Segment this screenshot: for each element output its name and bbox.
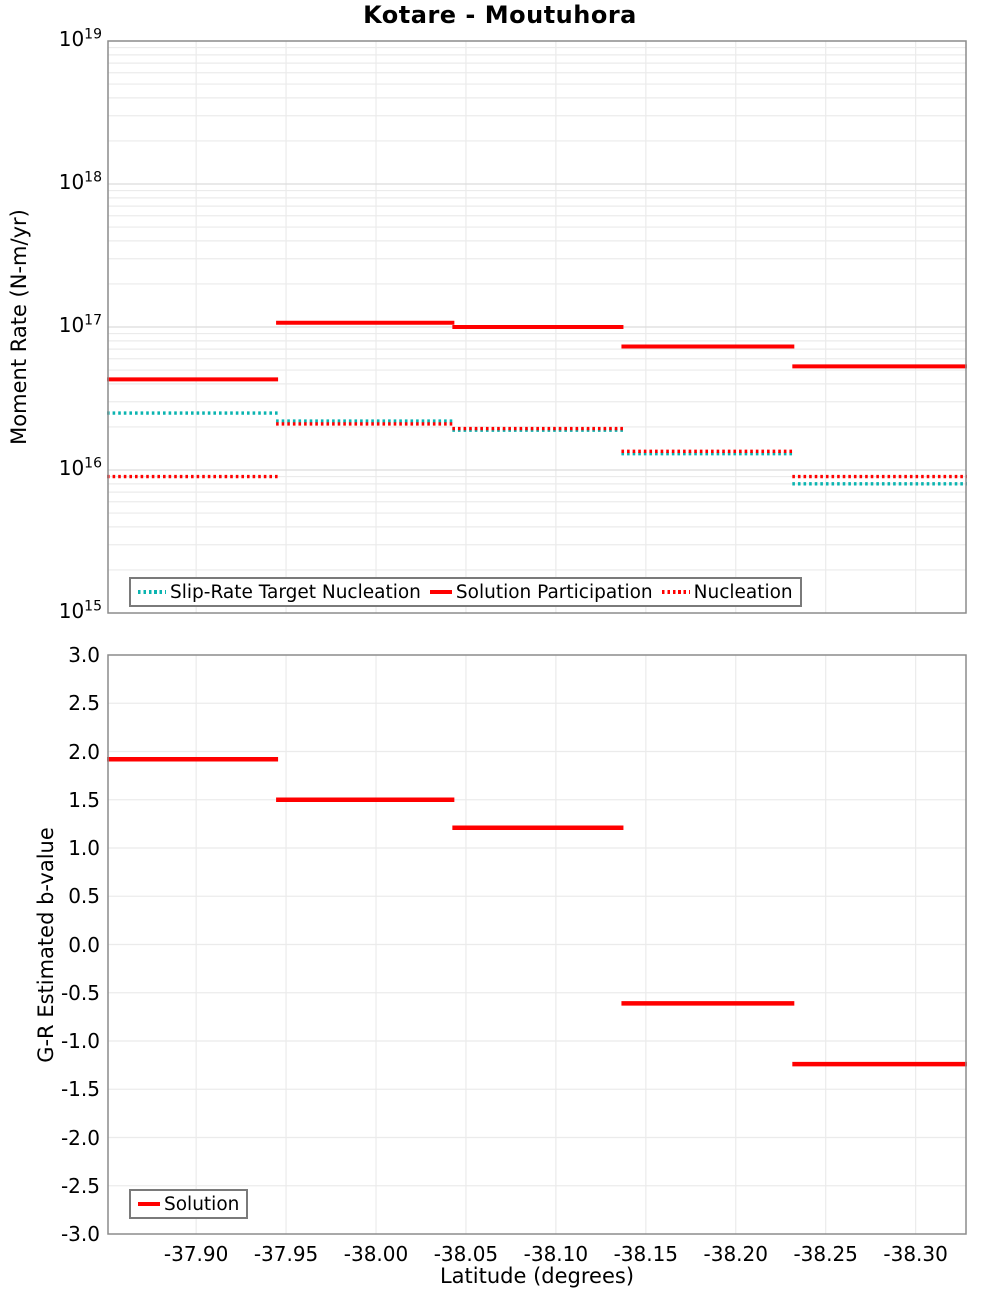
x-tick-label: -38.10 <box>523 1242 589 1266</box>
y-tick-label-b-value: -2.5 <box>60 1173 100 1198</box>
legend-label: Solution Participation <box>455 581 653 603</box>
legend-item-solution-participation: Solution Participation <box>429 581 653 603</box>
y-tick-label-b-value: -0.5 <box>60 980 100 1005</box>
y-tick-label-b-value: 0.5 <box>68 884 100 909</box>
x-tick-label: -38.15 <box>613 1242 679 1266</box>
series-nucleation <box>107 422 967 479</box>
y-tick-label-moment-rate: 1019 <box>58 26 102 51</box>
y-tick-label-b-value: 2.5 <box>68 691 100 716</box>
bottom-plot-frame <box>107 654 967 1235</box>
legend-item-nucleation: Nucleation <box>661 581 793 603</box>
y-tick-label-b-value: 1.0 <box>68 836 100 860</box>
x-tick-label: -38.20 <box>703 1242 768 1266</box>
x-tick-label: -38.00 <box>343 1242 409 1266</box>
legend-item-slip-rate-target-nucleation: Slip-Rate Target Nucleation <box>138 582 421 603</box>
x-tick-label: -37.95 <box>253 1242 319 1266</box>
chart-title: Kotare - Moutuhora <box>363 1 637 29</box>
x-tick-label: -38.30 <box>883 1242 948 1266</box>
y-tick-label-moment-rate: 1016 <box>58 455 102 480</box>
top-plot-frame <box>107 40 967 614</box>
red-solid-line-swatch <box>429 590 452 594</box>
y-tick-label-b-value: 3.0 <box>68 643 100 667</box>
y-tick-label-b-value: 2.0 <box>68 739 100 764</box>
series-solution-participation <box>107 320 967 382</box>
x-tick-label: -38.05 <box>433 1242 499 1266</box>
legend-label: Solution <box>164 1193 240 1215</box>
y-tick-label-b-value: -1.5 <box>60 1077 100 1102</box>
red-solid-line-swatch <box>138 1202 160 1206</box>
series-b-value-solution <box>107 756 967 1067</box>
y-tick-label-b-value: 0.0 <box>68 932 100 957</box>
x-tick-label: -37.90 <box>163 1242 229 1266</box>
y-tick-label-moment-rate: 1017 <box>58 312 102 337</box>
legend-item-solution: Solution <box>138 1194 239 1215</box>
y-tick-label-moment-rate: 1015 <box>58 598 102 623</box>
series-slip-rate-target-nucleation <box>107 411 967 486</box>
red-dotted-line-swatch <box>661 590 690 594</box>
legend-label: Nucleation <box>693 581 793 603</box>
legend-label: Slip-Rate Target Nucleation <box>170 581 421 603</box>
y-tick-label-b-value: -2.0 <box>60 1125 100 1150</box>
bottom-plot-gridlines <box>108 655 966 1234</box>
y-tick-label-b-value: -3.0 <box>60 1222 100 1246</box>
teal-dotted-line-swatch <box>138 590 166 594</box>
legend-moment-rate: Slip-Rate Target Nucleation Solution Par… <box>129 577 802 607</box>
x-axis-label: Latitude (degrees) <box>439 1264 635 1288</box>
y-tick-label-b-value: -1.0 <box>60 1029 100 1053</box>
x-tick-label: -38.25 <box>793 1242 858 1266</box>
y-tick-label-moment-rate: 1018 <box>58 169 102 194</box>
legend-b-value: Solution <box>129 1189 249 1219</box>
y-tick-label-b-value: 1.5 <box>68 787 100 812</box>
